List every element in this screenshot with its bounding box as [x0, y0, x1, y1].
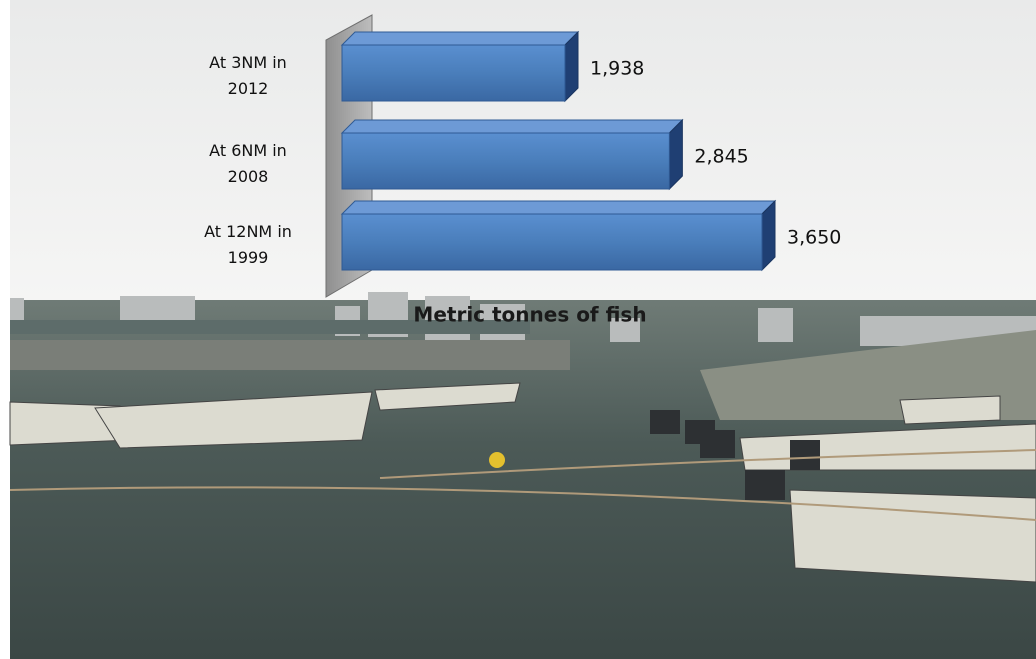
bar-top	[340, 119, 684, 134]
bar	[341, 44, 566, 102]
category-label: At 6NM in 2008	[209, 141, 287, 186]
value-label: 1,938	[590, 58, 644, 80]
bar-top	[340, 200, 777, 215]
bar	[341, 213, 763, 271]
bar-side	[761, 199, 776, 272]
bar	[341, 132, 670, 190]
bar-side	[668, 118, 683, 191]
bar-top	[340, 31, 580, 46]
value-label: 3,650	[787, 227, 841, 249]
category-label: At 3NM in 2012	[209, 53, 287, 98]
value-label: 2,845	[694, 146, 748, 168]
x-axis-title: Metric tonnes of fish	[413, 303, 646, 327]
bar-side	[564, 30, 579, 103]
category-label: At 12NM in 1999	[204, 222, 292, 267]
